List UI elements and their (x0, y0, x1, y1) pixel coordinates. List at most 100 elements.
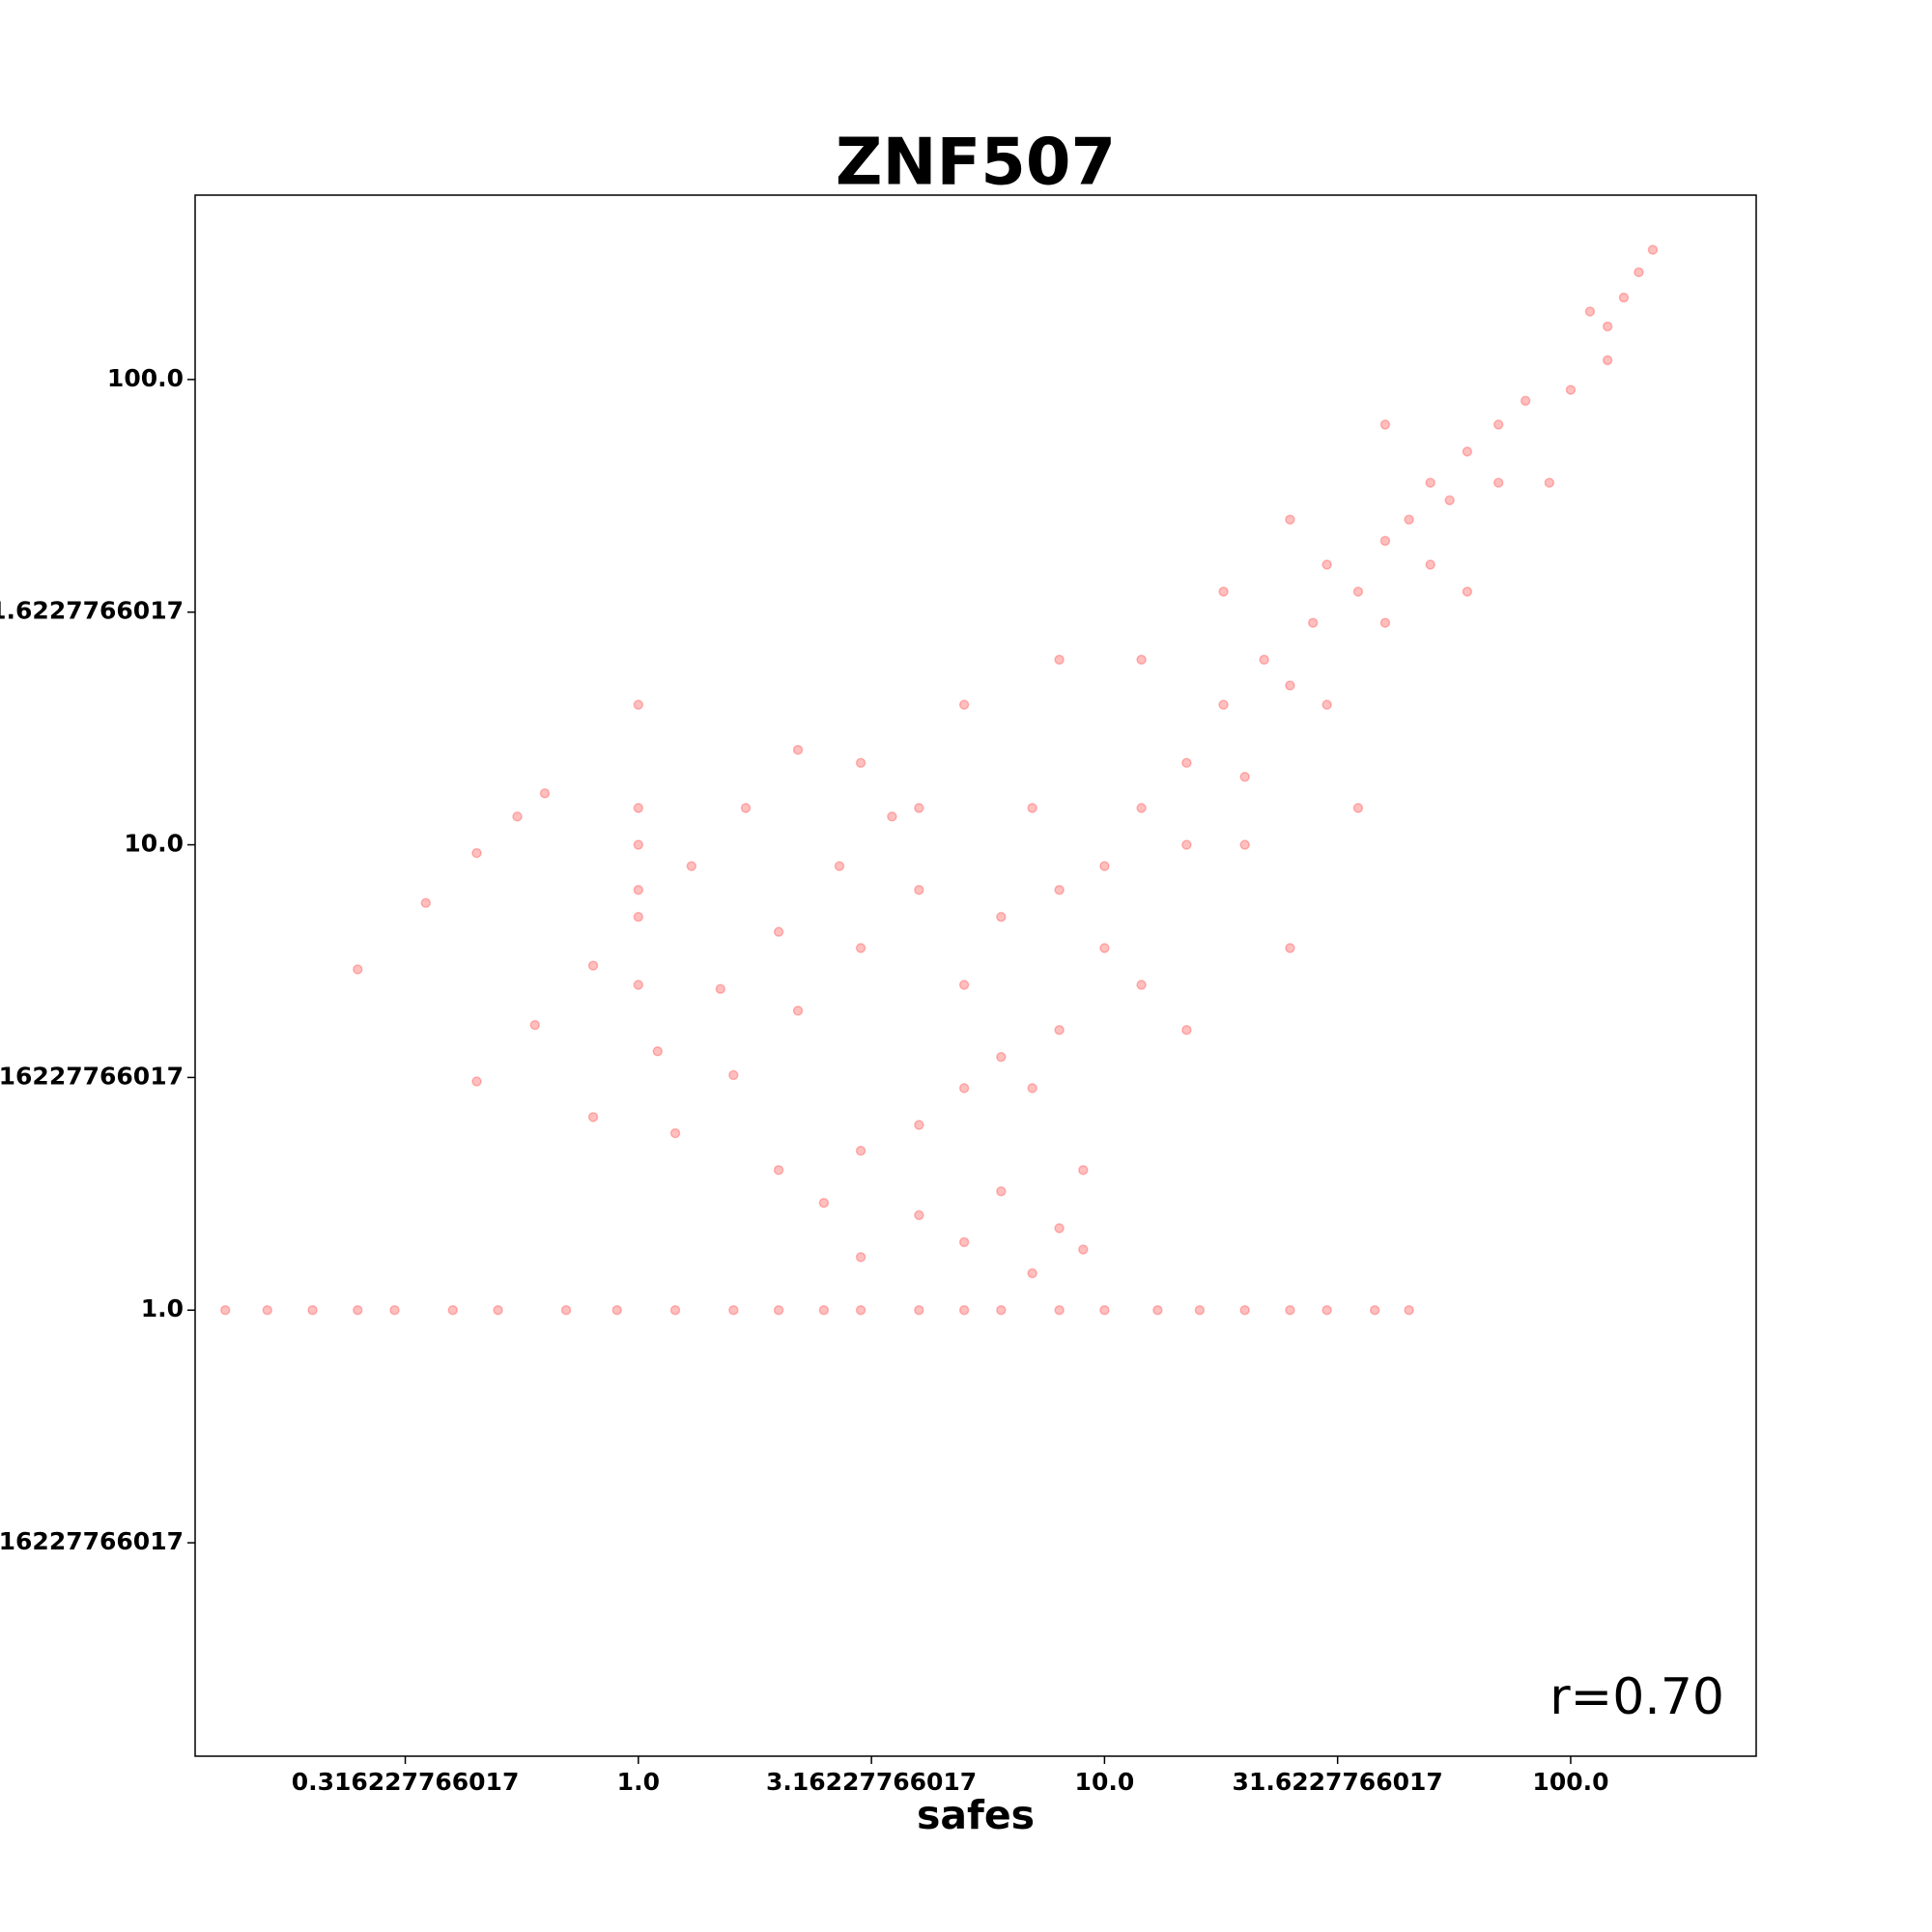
point (855, 943, 867, 953)
point (1321, 1304, 1332, 1316)
point (353, 964, 363, 975)
point (914, 1209, 924, 1221)
point (633, 884, 644, 895)
point (262, 1304, 273, 1316)
point (1285, 1304, 1295, 1316)
point (1492, 419, 1504, 430)
point (420, 897, 432, 908)
y-tick-label: 1.0 (141, 1294, 184, 1322)
point (1194, 1304, 1206, 1316)
point (914, 1304, 924, 1316)
point (855, 1304, 867, 1316)
point (834, 861, 845, 871)
point (1404, 514, 1414, 526)
point (887, 811, 897, 822)
point (1602, 321, 1613, 332)
point (1136, 803, 1147, 813)
point (493, 1304, 503, 1316)
point (587, 960, 599, 971)
point (1027, 803, 1037, 813)
point (1520, 395, 1531, 407)
point (914, 1120, 924, 1130)
point (1352, 803, 1364, 813)
point (1321, 559, 1332, 570)
point (611, 1304, 622, 1316)
point (1618, 292, 1630, 303)
point (1218, 586, 1229, 597)
point (792, 744, 804, 755)
point (1444, 495, 1455, 506)
point (1307, 617, 1319, 628)
point (1136, 654, 1147, 666)
point (1492, 477, 1504, 488)
point (914, 884, 924, 895)
point (353, 1304, 363, 1316)
y-tick-label: 100.0 (107, 364, 184, 392)
point (1136, 980, 1147, 990)
point (1181, 757, 1192, 768)
point (1239, 771, 1250, 782)
y-tick-label: 31.6227766017 (0, 597, 184, 625)
point (1181, 1024, 1192, 1036)
point (1099, 1304, 1110, 1316)
point (529, 1019, 541, 1031)
annotation: r=0.70 (1549, 1668, 1724, 1726)
x-axis-label: safes (917, 1792, 1035, 1838)
x-tick-label: 10.0 (1075, 1768, 1135, 1796)
point (855, 1252, 867, 1263)
chart-title: ZNF507 (836, 125, 1116, 200)
point (1369, 1304, 1380, 1316)
x-tick-label: 1.0 (617, 1768, 660, 1796)
point (1218, 699, 1229, 710)
point (471, 847, 482, 859)
point (1078, 1244, 1089, 1255)
point (996, 1051, 1007, 1063)
point (1054, 1223, 1065, 1234)
point (818, 1304, 830, 1316)
point (1239, 839, 1250, 850)
point (996, 1186, 1007, 1197)
point (1152, 1304, 1163, 1316)
point (686, 861, 697, 871)
point (1099, 943, 1110, 953)
point (773, 1164, 784, 1176)
point (1321, 699, 1332, 710)
y-tick-label: 10.0 (124, 830, 184, 858)
point (958, 1083, 970, 1094)
point (1285, 680, 1295, 691)
point (1054, 1304, 1065, 1316)
point (447, 1304, 459, 1316)
point (1285, 943, 1295, 953)
x-tick-label: 100.0 (1532, 1768, 1608, 1796)
y-tick-label: 0.316227766017 (0, 1527, 184, 1555)
point (1027, 1267, 1037, 1279)
point (307, 1304, 318, 1316)
point (958, 699, 970, 710)
point (471, 1076, 482, 1087)
point (818, 1197, 830, 1208)
point (728, 1304, 739, 1316)
x-tick-label: 0.316227766017 (292, 1768, 520, 1796)
point (1602, 355, 1613, 366)
point (1647, 244, 1659, 255)
point (539, 788, 551, 799)
point (792, 1006, 804, 1016)
point (855, 757, 867, 768)
point (958, 1236, 970, 1248)
point (958, 1304, 970, 1316)
point (855, 1146, 867, 1156)
point (560, 1304, 572, 1316)
point (1379, 617, 1391, 628)
point (1181, 839, 1192, 850)
point (1054, 654, 1065, 666)
point (669, 1304, 681, 1316)
point (633, 839, 644, 850)
point (773, 1304, 784, 1316)
point (1425, 559, 1435, 570)
point (728, 1069, 739, 1081)
point (1078, 1164, 1089, 1176)
point (1259, 654, 1269, 666)
x-tick-label: 3.16227766017 (766, 1768, 977, 1796)
point (389, 1304, 400, 1316)
point (740, 803, 752, 813)
